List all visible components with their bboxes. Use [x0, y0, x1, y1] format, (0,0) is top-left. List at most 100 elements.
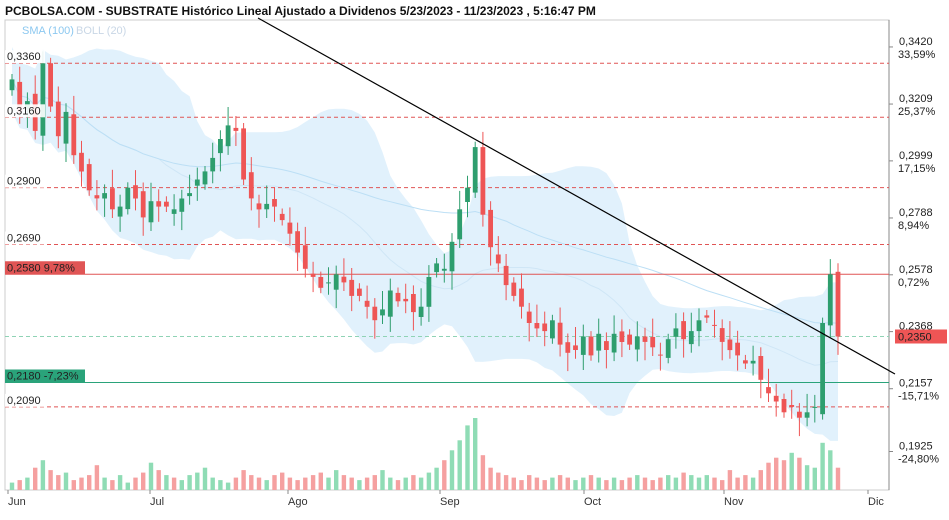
volume-bar	[79, 477, 84, 490]
candle-body	[55, 101, 61, 137]
candle-body	[194, 179, 200, 186]
candle-body	[357, 288, 362, 296]
candle-body	[256, 203, 262, 210]
candle-body	[449, 241, 455, 272]
current-price-tag	[895, 329, 947, 344]
volume-bar	[94, 465, 100, 490]
volume-bar	[488, 467, 493, 490]
volume-bar	[650, 480, 655, 490]
candle-body	[627, 334, 632, 345]
candle-body	[766, 387, 771, 394]
volume-bar	[318, 472, 323, 490]
right-axis-price: 0,3209	[899, 93, 933, 105]
volume-bar	[774, 457, 779, 490]
candle-body	[117, 206, 123, 217]
candle-body	[503, 265, 509, 286]
volume-bar	[395, 480, 401, 490]
candle-body	[349, 279, 355, 296]
candle-body	[418, 306, 424, 317]
candle-body	[395, 292, 401, 302]
candle-body	[511, 282, 517, 296]
level-label: 0,2580 9,78%	[7, 262, 75, 274]
volume-bar	[210, 477, 215, 490]
volume-bar	[573, 480, 578, 490]
volume-bar	[496, 472, 501, 490]
candle-body	[704, 315, 710, 318]
volume-bar	[442, 460, 447, 490]
candle-body	[148, 201, 154, 223]
trendline	[257, 17, 896, 375]
volume-bar	[480, 455, 486, 490]
x-axis-label: Ago	[288, 496, 308, 508]
candle-body	[588, 336, 594, 356]
volume-bar	[326, 477, 331, 490]
candle-body	[534, 323, 540, 329]
level-label-bg	[5, 261, 85, 275]
candle-body	[526, 311, 532, 323]
volume-bar	[364, 477, 370, 490]
volume-bar	[565, 477, 570, 490]
volume-bar	[102, 477, 107, 490]
volume-bar	[596, 477, 601, 490]
volume-bar	[604, 480, 609, 490]
candle-body	[179, 198, 185, 212]
level-labels: 0,3360 0,3160 0,2900 0,2690 0,2580 9,78% 0,21…	[5, 50, 85, 407]
volume-bar	[9, 482, 15, 490]
volume-bar	[673, 477, 679, 490]
sma-line	[11, 79, 839, 324]
volume-bar	[689, 475, 694, 490]
candle-body	[750, 360, 756, 364]
candle-body	[712, 324, 717, 326]
volume-bar	[87, 475, 92, 490]
candle-body	[804, 412, 810, 418]
candle-body	[797, 411, 802, 418]
candle-body	[310, 273, 316, 277]
right-axis-price: 0,2578	[899, 264, 933, 276]
candle-body	[495, 254, 501, 264]
volume-bar	[635, 475, 640, 490]
candle-body	[341, 276, 347, 283]
candle-body	[696, 320, 702, 332]
volume-bar	[403, 477, 408, 490]
level-label: 0,2900	[7, 176, 41, 188]
candle-body	[210, 157, 216, 172]
volume-bar	[696, 477, 702, 490]
volume-bar	[411, 475, 416, 490]
candle-body	[202, 171, 208, 185]
candle-body	[272, 199, 277, 207]
volume-bar	[720, 480, 725, 490]
candle-body	[658, 354, 663, 356]
volume-bar	[133, 477, 138, 490]
volume-bar	[642, 477, 648, 490]
volume-bar	[48, 470, 53, 490]
volume-bar	[125, 482, 130, 490]
right-axis-percent: -24,80%	[898, 454, 939, 466]
volume-bar	[418, 477, 424, 490]
level-label-bg	[5, 369, 85, 383]
candle-body	[318, 277, 324, 288]
volume-bar	[781, 460, 787, 490]
volume-bar	[233, 477, 239, 490]
bollinger-band-area	[12, 47, 838, 441]
right-axis-percent: 25,37%	[898, 106, 936, 118]
candle-body	[241, 128, 246, 180]
volume-bar	[171, 477, 177, 490]
volume-bar	[797, 457, 802, 490]
candle-body	[372, 306, 378, 321]
volume-bar	[735, 477, 740, 490]
downtrend-line	[257, 17, 896, 375]
x-axis-label: Oct	[584, 496, 601, 508]
volume-bar	[789, 452, 794, 490]
level-label: 0,3160	[7, 105, 41, 117]
level-label: 0,3360	[7, 51, 41, 63]
volume-bar	[820, 442, 825, 490]
candle-body	[619, 331, 625, 342]
candle-body	[48, 63, 53, 107]
candle-body	[634, 336, 640, 350]
candle-body	[820, 323, 825, 415]
volume-bar	[380, 470, 385, 490]
volume-bar	[295, 480, 300, 490]
volume-bar	[241, 470, 246, 490]
volume-bar	[473, 418, 478, 490]
